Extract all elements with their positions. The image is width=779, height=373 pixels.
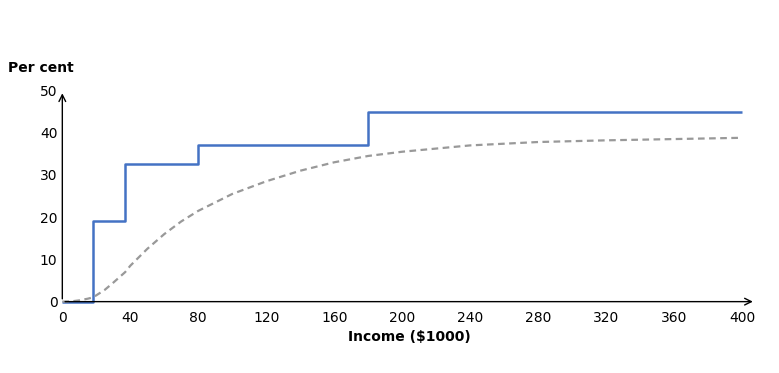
Average Tax Rate bbox=[397, 150, 407, 154]
Average Tax Rate bbox=[125, 263, 135, 268]
Average Tax Rate bbox=[262, 179, 271, 184]
Average Tax Rate bbox=[92, 293, 101, 298]
Marginal Tax Rate bbox=[194, 162, 203, 167]
Average Tax Rate bbox=[83, 297, 93, 301]
Marginal Tax Rate bbox=[121, 162, 130, 167]
Marginal Tax Rate bbox=[364, 143, 373, 148]
Average Tax Rate bbox=[466, 143, 475, 148]
Average Tax Rate bbox=[669, 137, 679, 141]
Marginal Tax Rate bbox=[121, 219, 130, 224]
Marginal Tax Rate bbox=[364, 109, 373, 114]
Text: Per cent: Per cent bbox=[8, 60, 73, 75]
Line: Marginal Tax Rate: Marginal Tax Rate bbox=[62, 112, 742, 302]
Average Tax Rate bbox=[100, 288, 110, 292]
Marginal Tax Rate bbox=[88, 219, 97, 224]
Average Tax Rate bbox=[601, 138, 611, 142]
Average Tax Rate bbox=[143, 247, 152, 251]
Average Tax Rate bbox=[75, 298, 84, 303]
Average Tax Rate bbox=[364, 154, 373, 158]
Marginal Tax Rate bbox=[738, 109, 747, 114]
Average Tax Rate bbox=[88, 295, 97, 300]
Average Tax Rate bbox=[295, 169, 305, 173]
Average Tax Rate bbox=[330, 160, 339, 164]
Average Tax Rate bbox=[108, 280, 118, 285]
Average Tax Rate bbox=[58, 300, 67, 304]
Average Tax Rate bbox=[66, 299, 76, 304]
Marginal Tax Rate bbox=[58, 300, 67, 304]
Marginal Tax Rate bbox=[194, 143, 203, 148]
Line: Average Tax Rate: Average Tax Rate bbox=[62, 138, 742, 302]
Average Tax Rate bbox=[121, 270, 130, 274]
Average Tax Rate bbox=[177, 219, 186, 224]
Marginal Tax Rate bbox=[88, 300, 97, 304]
Average Tax Rate bbox=[227, 192, 237, 196]
Average Tax Rate bbox=[534, 140, 543, 144]
Average Tax Rate bbox=[738, 135, 747, 140]
Average Tax Rate bbox=[160, 232, 169, 236]
X-axis label: Income ($1000): Income ($1000) bbox=[347, 330, 471, 344]
Average Tax Rate bbox=[194, 209, 203, 213]
